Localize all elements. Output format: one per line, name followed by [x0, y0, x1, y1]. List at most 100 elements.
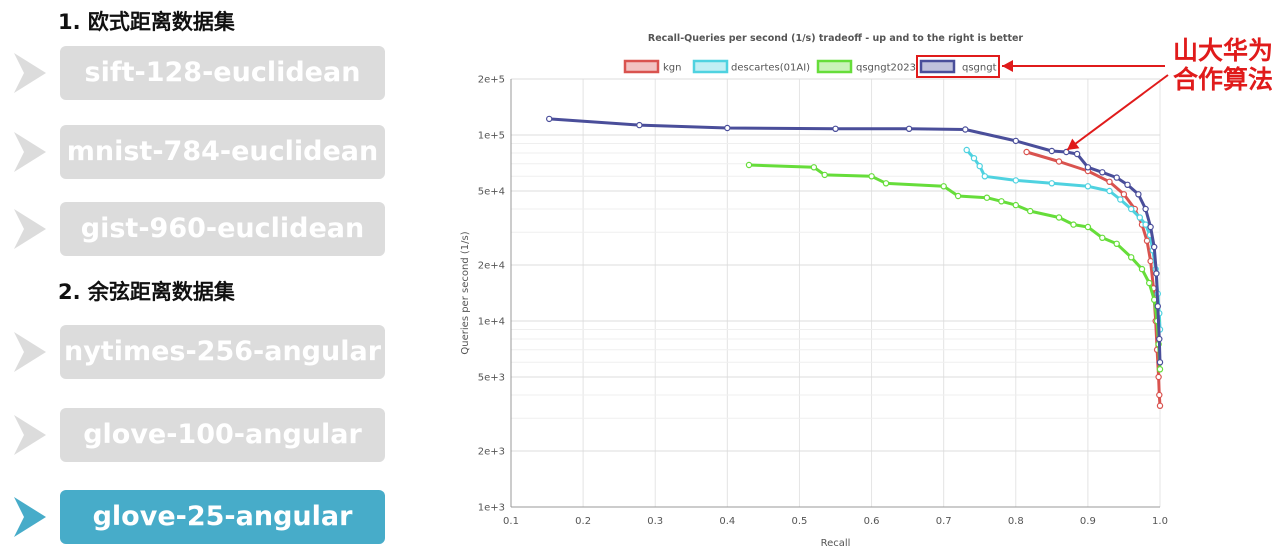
data-point-2: [810, 164, 818, 171]
section-heading-angular: 2. 余弦距离数据集: [58, 280, 235, 304]
x-tick-label: 0.9: [1080, 516, 1096, 527]
series-line-3: [547, 117, 1162, 364]
data-point-0: [1147, 257, 1154, 265]
y-axis-label: Queries per second (1/s): [460, 231, 471, 354]
dataset-button-glove-25-angular[interactable]: glove-25-angular: [60, 490, 385, 544]
y-tick-label: 2e+3: [478, 447, 505, 458]
data-point-1: [1128, 205, 1135, 213]
dataset-row-sift: sift-128-euclidean: [0, 46, 400, 100]
data-point-2: [1138, 265, 1146, 273]
data-point-0: [1156, 402, 1164, 409]
data-point-2: [1128, 254, 1135, 261]
data-point-2: [1070, 221, 1077, 228]
x-tick-label: 0.3: [647, 516, 663, 527]
data-point-1: [1117, 196, 1124, 203]
annotation-line2: 合作算法: [1172, 65, 1273, 94]
data-point-1: [1084, 183, 1092, 190]
annotation-arrow-curve: [1066, 74, 1169, 151]
legend-label-3: qsgngt: [962, 63, 997, 74]
data-point-2: [954, 192, 962, 200]
data-point-3: [1156, 335, 1163, 343]
data-point-3: [1113, 174, 1120, 181]
chart-title: Recall-Queries per second (1/s) tradeoff…: [648, 33, 1024, 44]
legend-label-2: qsgngt2023: [856, 63, 916, 74]
data-point-0: [1023, 148, 1030, 156]
data-point-2: [1099, 234, 1106, 241]
x-tick-label: 0.4: [719, 516, 735, 527]
annotation-box: [916, 55, 1000, 78]
data-point-3: [724, 124, 731, 132]
data-point-3: [962, 126, 969, 133]
annotation-arrow-curve-head: [1067, 138, 1080, 150]
data-point-3: [1099, 169, 1106, 176]
data-point-2: [1146, 279, 1153, 287]
y-tick-label: 1e+4: [478, 316, 505, 327]
chevron-right-icon: [14, 132, 46, 172]
y-tick-label: 5e+3: [478, 372, 505, 383]
data-point-3: [636, 121, 643, 129]
dataset-row-mnist: mnist-784-euclidean: [0, 125, 400, 179]
data-point-3: [1084, 164, 1092, 171]
data-point-3: [1151, 243, 1158, 251]
data-point-3: [1012, 137, 1020, 145]
annotation-label: 山大华为 合作算法: [1168, 36, 1278, 94]
data-point-2: [1012, 201, 1020, 209]
data-point-3: [1048, 147, 1056, 155]
data-point-3: [832, 125, 839, 133]
data-point-1: [1012, 177, 1020, 184]
legend-swatch-3: [919, 59, 956, 74]
y-tick-label: 2e+4: [478, 261, 505, 272]
data-point-3: [545, 115, 553, 123]
data-point-0: [1155, 373, 1162, 381]
x-tick-label: 0.1: [503, 516, 519, 527]
data-point-0: [1143, 237, 1151, 244]
dataset-row-nytimes: nytimes-256-angular: [0, 325, 400, 379]
data-point-2: [1156, 366, 1164, 373]
data-point-2: [882, 180, 890, 187]
chevron-right-icon: [14, 332, 46, 372]
dataset-button-gist-960-euclidean[interactable]: gist-960-euclidean: [60, 202, 385, 256]
data-point-2: [940, 183, 947, 190]
data-point-1: [963, 146, 970, 154]
dataset-button-nytimes-256-angular[interactable]: nytimes-256-angular: [60, 325, 385, 379]
x-tick-label: 0.7: [936, 516, 952, 527]
y-tick-label: 1e+5: [478, 130, 505, 141]
data-point-0: [1120, 191, 1128, 198]
y-tick-label: 1e+3: [478, 503, 505, 514]
data-point-0: [1055, 158, 1063, 165]
chevron-right-icon: [14, 415, 46, 455]
x-tick-label: 0.2: [575, 516, 591, 527]
data-point-2: [1027, 207, 1034, 215]
chevron-right-icon: [14, 53, 46, 93]
chart-container: 0.1 0.2 0.3 0.4 0.5 0.6 0.7 0.8 0.9 1.0 2e+5 1e+5 5e…: [440, 0, 1287, 549]
data-point-3: [1142, 205, 1149, 213]
chevron-right-icon: [14, 209, 46, 249]
legend-swatch-2: [816, 59, 853, 74]
data-point-3: [1135, 191, 1142, 198]
data-point-1: [1136, 214, 1144, 221]
x-tick-label: 0.8: [1008, 516, 1024, 527]
chevron-right-icon: [14, 497, 46, 537]
data-point-2: [998, 198, 1005, 205]
legend-swatch-1: [692, 59, 729, 74]
data-point-2: [1113, 240, 1120, 247]
x-tick-label: 0.6: [864, 516, 880, 527]
data-point-3: [1154, 303, 1162, 310]
data-point-3: [905, 125, 913, 133]
dataset-button-mnist-784-euclidean[interactable]: mnist-784-euclidean: [60, 125, 385, 179]
data-point-2: [983, 194, 991, 201]
data-point-1: [1048, 180, 1056, 187]
data-point-0: [1106, 178, 1113, 185]
dataset-button-sift-128-euclidean[interactable]: sift-128-euclidean: [60, 46, 385, 100]
data-point-1: [976, 162, 983, 170]
x-tick-label: 1.0: [1152, 516, 1168, 527]
annotation-line1: 山大华为: [1172, 36, 1273, 65]
legend-label-1: descartes(01AI): [731, 63, 810, 74]
data-point-2: [821, 171, 828, 179]
recall-qps-chart: 0.1 0.2 0.3 0.4 0.5 0.6 0.7 0.8 0.9 1.0 2e+5 1e+5 5e…: [460, 33, 1169, 549]
data-point-3: [1156, 359, 1164, 366]
dataset-row-gist: gist-960-euclidean: [0, 202, 400, 256]
dataset-button-glove-100-angular[interactable]: glove-100-angular: [60, 408, 385, 462]
data-point-3: [1147, 223, 1154, 231]
data-point-2: [868, 173, 875, 180]
